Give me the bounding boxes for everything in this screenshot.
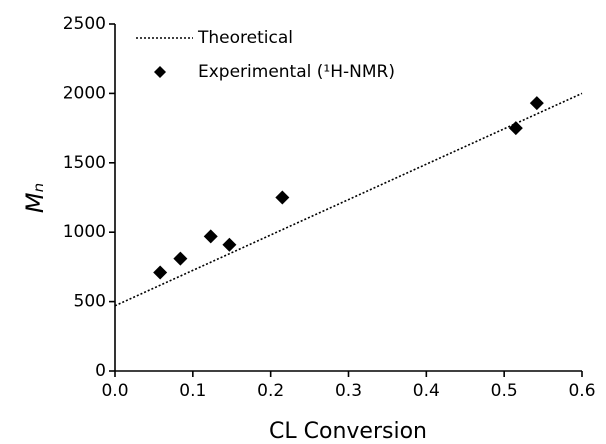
x-tick-label: 0.3 — [335, 381, 362, 401]
x-tick-label: 0.2 — [257, 381, 284, 401]
x-tick-label: 0.4 — [413, 381, 440, 401]
y-tick-label: 0 — [95, 361, 106, 381]
theoretical-line — [114, 92, 583, 307]
x-tick-label: 0.1 — [179, 381, 206, 401]
x-tick-label: 0.0 — [101, 381, 128, 401]
x-tick-label: 0.5 — [491, 381, 518, 401]
data-point — [508, 121, 523, 136]
data-point — [153, 265, 168, 280]
y-tick-label: 1000 — [63, 222, 106, 242]
data-point — [275, 190, 290, 205]
x-tick-label: 0.6 — [568, 381, 595, 401]
y-tick-label: 500 — [74, 292, 106, 312]
legend-marker — [154, 66, 166, 78]
x-axis-label: CL Conversion — [269, 419, 427, 444]
y-tick-label: 1500 — [63, 153, 106, 173]
data-point — [222, 237, 237, 252]
y-tick-label: 2500 — [63, 14, 106, 34]
legend-label: Experimental (¹H-NMR) — [198, 62, 395, 82]
data-point — [173, 251, 188, 266]
legend-label: Theoretical — [197, 28, 293, 48]
data-point — [529, 96, 544, 111]
data-point — [203, 229, 218, 244]
y-tick-label: 2000 — [63, 83, 106, 103]
y-axis-label: Mₙ — [21, 183, 49, 213]
